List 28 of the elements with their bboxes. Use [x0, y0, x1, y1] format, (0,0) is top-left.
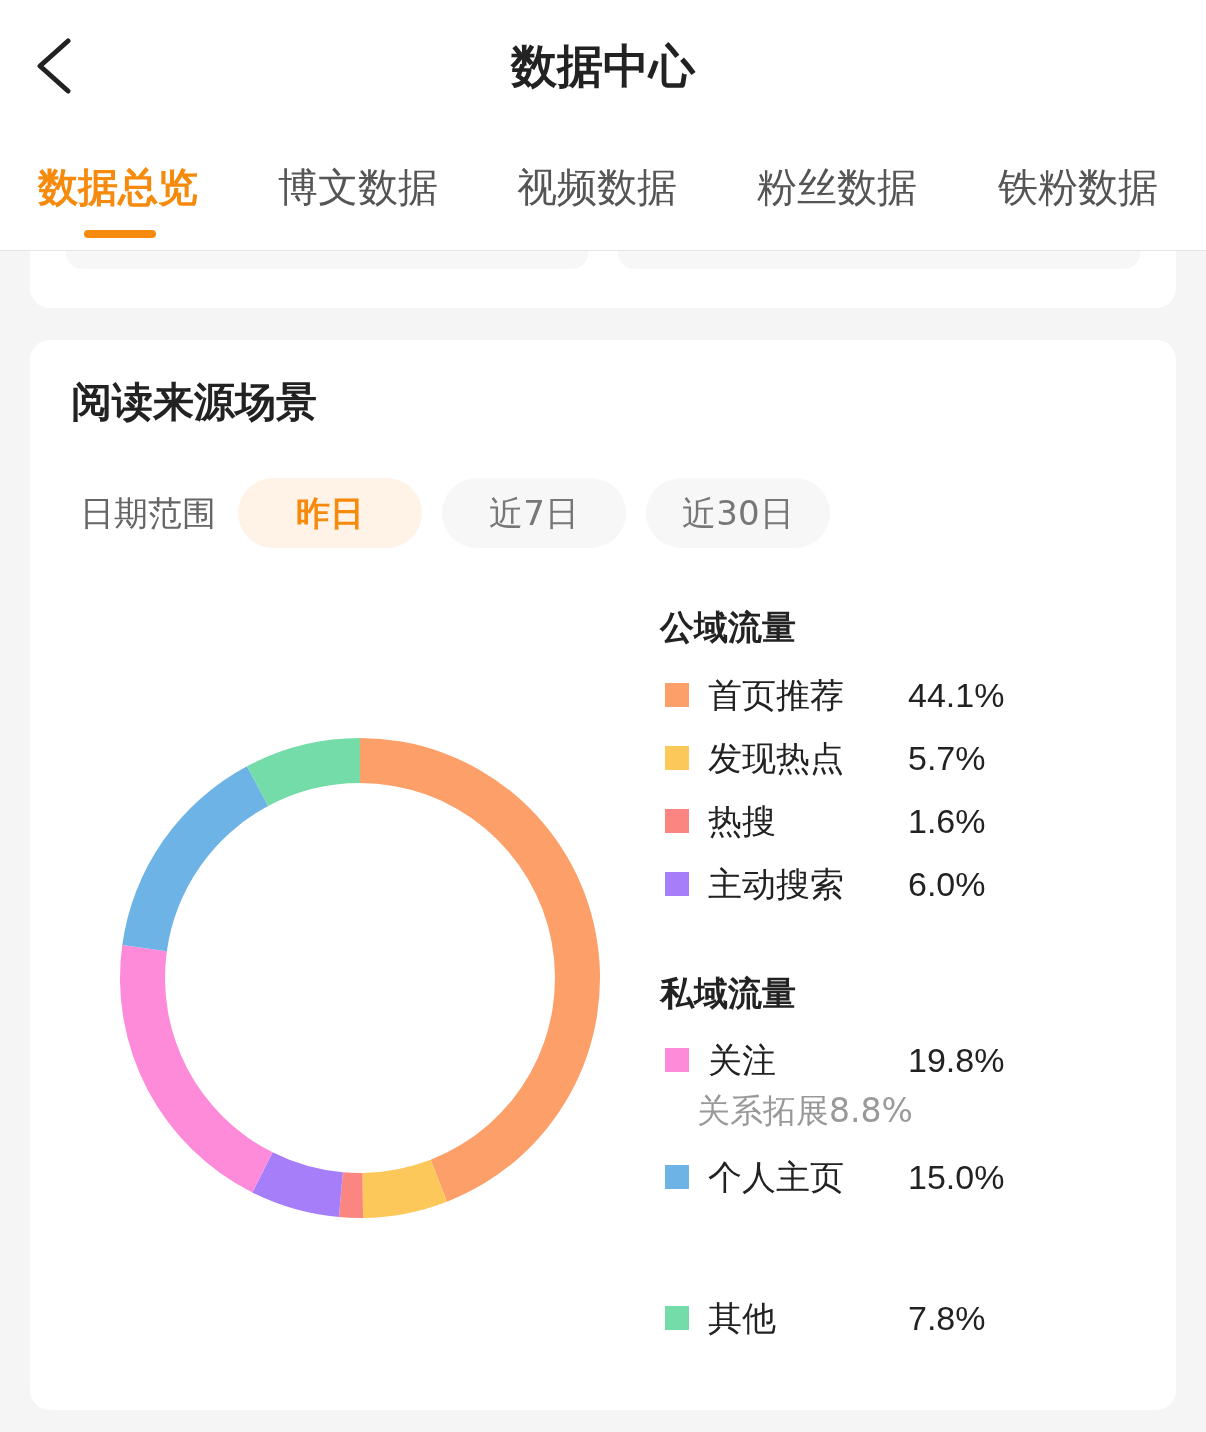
legend-label: 热搜 — [708, 802, 776, 840]
text: 粉丝数据 — [757, 164, 917, 210]
data-label: 19.8% — [908, 1041, 1005, 1079]
text: 铁粉数据 — [998, 164, 1158, 210]
text: 数据总览 — [38, 164, 198, 210]
legend-label: 其他 — [708, 1299, 776, 1337]
data-label: 5.7% — [908, 739, 986, 777]
text: 公域流量 — [660, 607, 796, 647]
chart-title: 阅读来源场景 — [71, 378, 317, 425]
text: 近30日 — [682, 493, 794, 533]
text: 日期范围 — [80, 493, 216, 533]
text: 关系拓展8.8% — [697, 1090, 913, 1130]
data-label: 7.8% — [908, 1299, 986, 1337]
legend-label: 关注 — [708, 1041, 776, 1079]
text: 博文数据 — [278, 164, 438, 210]
legend-label: 主动搜索 — [708, 865, 844, 903]
text: 数据中心 — [511, 39, 695, 93]
text: 近7日 — [489, 493, 579, 533]
text: 私域流量 — [660, 973, 796, 1013]
data-label: 1.6% — [908, 802, 986, 840]
data-label: 44.1% — [908, 676, 1005, 714]
text: 视频数据 — [517, 164, 677, 210]
legend-label: 首页推荐 — [708, 676, 844, 714]
data-label: 6.0% — [908, 865, 986, 903]
legend-label: 发现热点 — [708, 739, 844, 777]
text: 昨日 — [296, 493, 364, 533]
legend-label: 个人主页 — [708, 1158, 844, 1196]
data-label: 15.0% — [908, 1158, 1005, 1196]
